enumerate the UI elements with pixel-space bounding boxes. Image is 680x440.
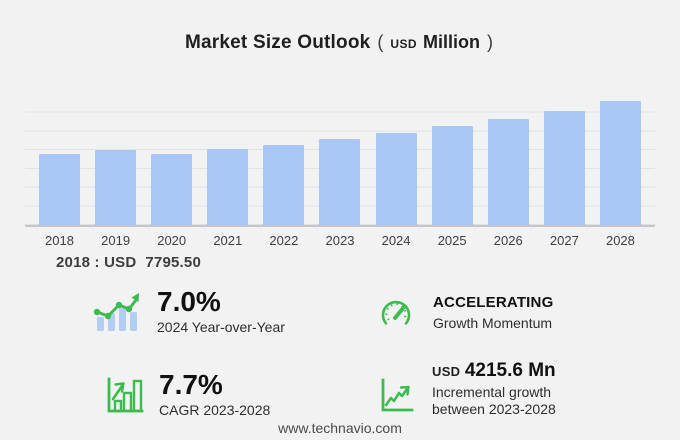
incremental-label-line1: Incremental growth bbox=[432, 384, 552, 400]
x-tick-2026: 2026 bbox=[493, 233, 523, 248]
base-year-label: 2018 : USD bbox=[56, 254, 137, 271]
incremental-currency: USD bbox=[432, 364, 461, 379]
x-tick-2020: 2020 bbox=[157, 233, 187, 248]
incremental-label-line2: between 2023-2028 bbox=[432, 401, 556, 417]
bar-chart-plot-area bbox=[25, 96, 655, 227]
chart-title-main: Market Size Outlook bbox=[185, 32, 371, 53]
title-unit: Million bbox=[422, 32, 480, 52]
x-tick-2018: 2018 bbox=[45, 233, 74, 248]
incremental-value: 4215.6 Mn bbox=[464, 360, 556, 381]
x-tick-2021: 2021 bbox=[213, 233, 243, 248]
base-year-value: 7795.50 bbox=[145, 254, 201, 271]
base-year-note: 2018 : USD 7795.50 bbox=[56, 254, 201, 271]
yoy-value: 7.0% bbox=[157, 286, 221, 317]
bar-growth-icon bbox=[104, 374, 144, 422]
bar-2020 bbox=[151, 153, 193, 225]
stat-momentum: ACCELERATING Growth Momentum bbox=[378, 294, 553, 333]
bar-trend-icon bbox=[93, 291, 141, 338]
stat-cagr: 7.7% CAGR 2023-2028 bbox=[104, 371, 270, 422]
x-tick-2022: 2022 bbox=[269, 233, 299, 248]
x-tick-2023: 2023 bbox=[325, 233, 355, 248]
stat-yoy: 7.0% 2024 Year-over-Year bbox=[93, 288, 285, 338]
footer-url: www.technavio.com bbox=[278, 420, 402, 436]
line-growth-icon bbox=[378, 377, 414, 420]
x-tick-2024: 2024 bbox=[381, 233, 411, 248]
bar-2019 bbox=[95, 149, 137, 225]
x-axis-labels: 2018 2019 2020 2021 2022 2023 2024 2025 2026 2027… bbox=[25, 233, 655, 248]
title-paren-close: ) bbox=[486, 32, 493, 52]
bar-2024 bbox=[375, 133, 417, 225]
bar-2026 bbox=[487, 118, 529, 225]
title-currency: USD bbox=[390, 37, 417, 51]
gauge-icon bbox=[378, 295, 415, 333]
bar-2021 bbox=[207, 149, 249, 225]
cagr-value: 7.7% bbox=[159, 369, 223, 400]
bar-2023 bbox=[319, 139, 361, 225]
stat-incremental: USD 4215.6 Mn Incremental growth between… bbox=[378, 361, 556, 420]
cagr-label: CAGR 2023-2028 bbox=[159, 402, 271, 418]
chart-title: Market Size Outlook ( USD Million ) bbox=[0, 32, 680, 54]
bar-2018 bbox=[39, 153, 80, 225]
x-tick-2025: 2025 bbox=[437, 233, 467, 248]
title-paren-open: ( bbox=[377, 32, 384, 52]
yoy-label: 2024 Year-over-Year bbox=[157, 319, 285, 335]
bar-2027 bbox=[543, 110, 585, 225]
x-tick-2019: 2019 bbox=[101, 233, 131, 248]
momentum-value: ACCELERATING bbox=[433, 294, 554, 311]
x-tick-2028: 2028 bbox=[605, 233, 635, 248]
bar-2028 bbox=[599, 100, 641, 225]
bar-2022 bbox=[263, 144, 305, 225]
bar-2025 bbox=[431, 126, 473, 225]
x-tick-2027: 2027 bbox=[549, 233, 579, 248]
momentum-label: Growth Momentum bbox=[433, 315, 553, 331]
